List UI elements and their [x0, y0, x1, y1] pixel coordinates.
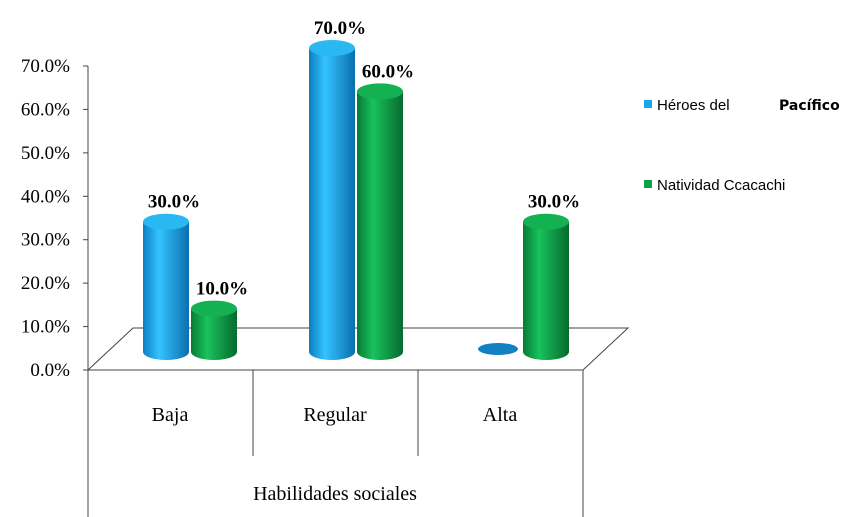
bar-series-1-baja [143, 221, 189, 360]
y-tick-label: 50.0% [21, 143, 70, 164]
data-label-series-2-regular: 60.0% [362, 61, 414, 82]
bar-top-series-1-regular [309, 40, 355, 56]
category-label-baja: Baja [152, 404, 189, 426]
data-label-series-2-baja: 10.0% [196, 279, 248, 300]
category-label-alta: Alta [483, 404, 518, 426]
legend: Héroes del Pacífico Natividad Ccacachi [644, 97, 840, 194]
y-tick-label: 10.0% [21, 317, 70, 338]
legend-label-series-1: Héroes del [657, 97, 730, 114]
y-tick-label: 0.0% [30, 360, 70, 381]
bar-series-1-regular [309, 48, 355, 360]
bars [143, 40, 569, 360]
bar-top-series-2-alta [523, 213, 569, 230]
bar-series-2-regular [357, 91, 403, 360]
y-ticks: 0.0% 10.0% 20.0% 30.0% 40.0% 50.0% 60.0% 70.0% [21, 56, 88, 381]
bar-series-2-baja [191, 308, 237, 360]
y-tick-label: 30.0% [21, 230, 70, 251]
bar-top-series-1-baja [143, 213, 189, 230]
data-labels: 30.0% 70.0% 10.0% 60.0% 30.0% [148, 18, 580, 300]
bar-series-2-alta [523, 221, 569, 360]
data-label-series-1-regular: 70.0% [314, 18, 366, 39]
legend-swatch-series-1 [644, 100, 652, 108]
y-tick-label: 20.0% [21, 273, 70, 294]
bar-series-1-alta-zero [478, 343, 518, 355]
y-tick-label: 70.0% [21, 56, 70, 77]
legend-label-series-1-bold: Pacífico [779, 98, 840, 114]
legend-swatch-series-2 [644, 180, 652, 188]
category-label-regular: Regular [303, 404, 367, 426]
category-labels: Baja Regular Alta [152, 404, 518, 426]
data-label-series-2-alta: 30.0% [528, 192, 580, 213]
bar-top-series-2-baja [191, 300, 237, 317]
y-tick-label: 60.0% [21, 99, 70, 120]
bar-top-series-2-regular [357, 83, 403, 100]
y-tick-label: 40.0% [21, 186, 70, 207]
data-label-series-1-baja: 30.0% [148, 192, 200, 213]
x-axis-label: Habilidades sociales [253, 483, 417, 505]
legend-label-series-2: Natividad Ccacachi [657, 177, 785, 194]
